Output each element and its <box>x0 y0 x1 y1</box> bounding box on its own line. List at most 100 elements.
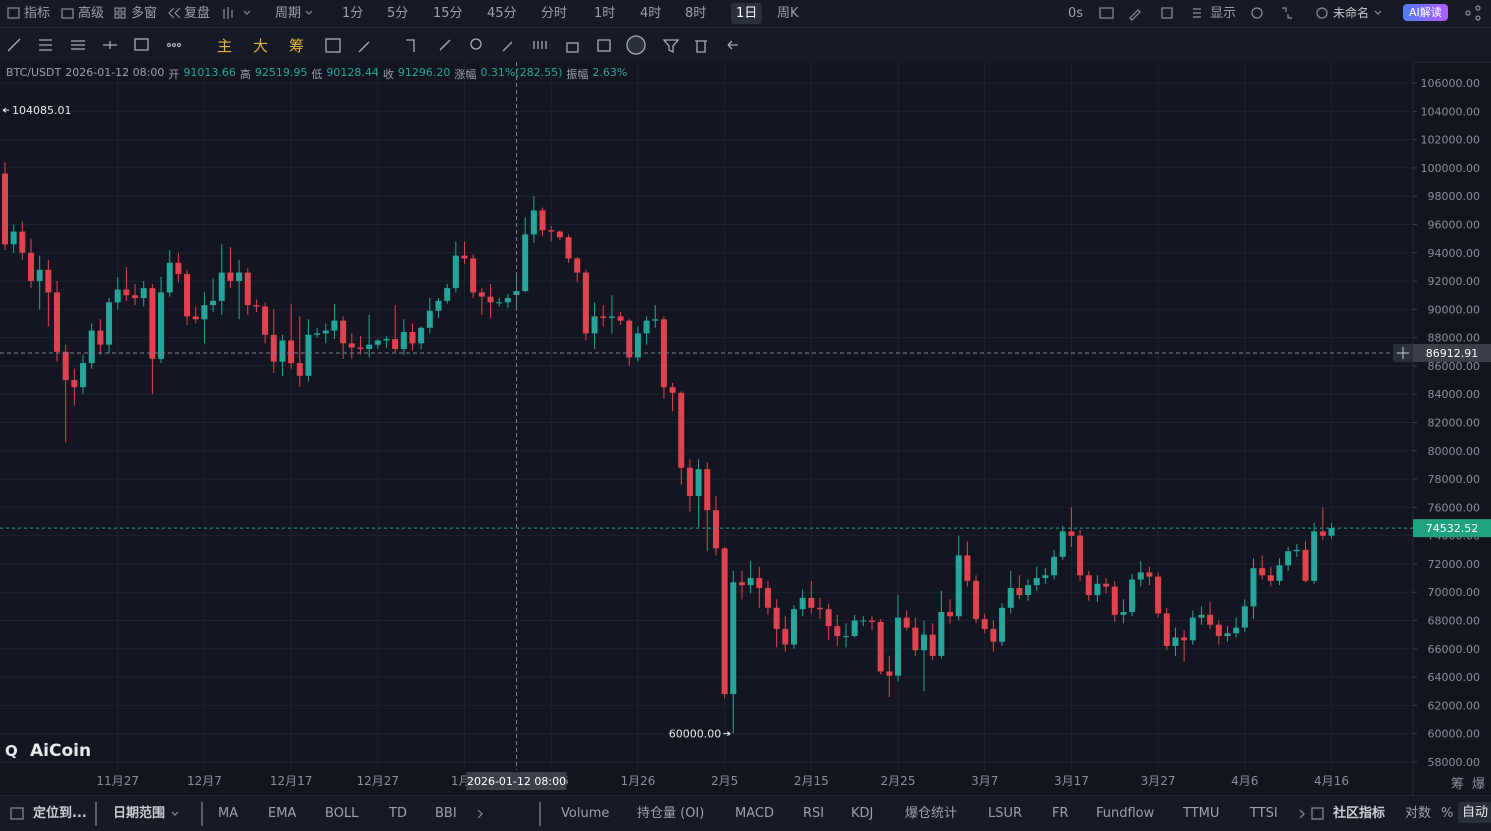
candle-body <box>1111 586 1118 615</box>
annotation: 104085.01 <box>12 104 72 117</box>
indicator-button[interactable]: 爆仓统计 <box>905 806 958 821</box>
menu-item[interactable]: 复盘 <box>184 6 211 21</box>
candle-body <box>634 333 641 358</box>
log-toggle[interactable]: 对数 <box>1405 806 1432 821</box>
period-button[interactable]: 1日 <box>731 3 763 24</box>
bottom-icons <box>10 802 1324 826</box>
indicator-button[interactable]: EMA <box>268 806 297 821</box>
candle-body <box>227 272 234 282</box>
candle-body <box>496 302 503 304</box>
candle-body <box>548 230 555 232</box>
goto-button[interactable]: 定位到... <box>33 806 87 821</box>
candle-body <box>955 555 962 617</box>
tool-button[interactable]: 大 <box>253 37 269 55</box>
refresh-timer[interactable]: 0s <box>1068 6 1084 21</box>
period-button[interactable]: 周K <box>777 6 799 21</box>
candle-body <box>1250 568 1257 607</box>
layout-name[interactable]: 未命名 <box>1333 6 1370 20</box>
candle-body <box>296 363 303 376</box>
candle-body <box>990 628 997 642</box>
candle-body <box>253 305 260 307</box>
candle-body <box>1016 587 1023 596</box>
candle-body <box>409 331 416 344</box>
ai-button[interactable]: AI解读 <box>1403 4 1448 21</box>
info-value: 91296.20 <box>397 66 451 79</box>
tool-button[interactable]: 筹 <box>289 37 305 55</box>
indicator-button[interactable]: MACD <box>735 806 774 821</box>
percent-toggle[interactable]: % <box>1441 806 1454 821</box>
candle-body <box>799 597 806 610</box>
indicator-button[interactable]: TTMU <box>1183 806 1220 821</box>
period-button[interactable]: 5分 <box>387 6 409 21</box>
axis-corner[interactable]: 爆 <box>1472 777 1485 792</box>
candle-body <box>210 300 217 306</box>
indicator-button[interactable]: 持仓量 (OI) <box>637 806 705 821</box>
period-button[interactable]: 45分 <box>487 6 517 21</box>
indicator-button[interactable]: Fundflow <box>1096 806 1155 821</box>
candle-body <box>973 580 980 620</box>
info-label: 收 <box>382 68 394 81</box>
y-tick-label: 68000.00 <box>1428 615 1481 628</box>
candle-body <box>825 609 832 627</box>
community-indicators[interactable]: 社区指标 <box>1333 806 1386 821</box>
period-button[interactable]: 4时 <box>640 6 662 21</box>
candle-body <box>582 272 589 334</box>
candle-body <box>383 339 390 341</box>
candle-body <box>305 334 312 376</box>
period-button[interactable]: 8时 <box>685 6 707 21</box>
y-tick-label: 94000.00 <box>1428 247 1481 260</box>
candle-body <box>114 289 121 303</box>
y-tick-label: 78000.00 <box>1428 473 1481 486</box>
y-tick-label: 80000.00 <box>1428 445 1481 458</box>
candle-body <box>1267 575 1274 581</box>
menu-item[interactable]: 高级 <box>78 6 105 21</box>
display-menu[interactable]: 显示 <box>1210 6 1237 21</box>
candle-body <box>270 334 277 362</box>
period-button[interactable]: 15分 <box>433 6 463 21</box>
indicator-button[interactable]: FR <box>1052 806 1069 821</box>
info-value: 0.31%(282.55) <box>480 66 563 79</box>
candle-body <box>1319 531 1326 536</box>
candle-body <box>236 272 243 282</box>
indicator-button[interactable]: TTSI <box>1250 806 1278 821</box>
top-toolbar: 指标 高级 多窗 复盘 周期 0s 显示 未命名 AI解读 1分 5分 15分 45分… <box>0 0 1491 28</box>
indicator-button[interactable]: BBI <box>435 806 457 821</box>
candle-body <box>678 392 685 468</box>
indicator-button[interactable]: TD <box>389 806 407 821</box>
indicator-button[interactable]: Volume <box>561 806 610 821</box>
period-menu[interactable]: 周期 <box>275 6 302 21</box>
y-tick-label: 70000.00 <box>1428 586 1481 599</box>
period-button[interactable]: 1分 <box>342 6 364 21</box>
info-value: 91013.66 <box>183 66 236 79</box>
menu-item[interactable]: 多窗 <box>131 6 158 21</box>
info-label: 开 <box>168 68 180 81</box>
candle-body <box>1181 637 1188 641</box>
axis-corner[interactable]: 筹 <box>1451 776 1464 792</box>
period-button[interactable]: 1时 <box>594 6 616 21</box>
candle-body <box>929 634 936 656</box>
candle-body <box>574 258 581 273</box>
date-range[interactable]: 日期范围 <box>113 806 166 821</box>
y-tick-label: 98000.00 <box>1428 190 1481 203</box>
period-button[interactable]: 分时 <box>541 6 568 21</box>
candle-body <box>123 289 130 296</box>
indicator-button[interactable]: LSUR <box>988 806 1023 821</box>
auto-toggle[interactable]: 自动 <box>1458 802 1491 823</box>
menu-item[interactable]: 指标 <box>24 6 51 21</box>
indicator-button[interactable]: MA <box>218 806 239 821</box>
indicator-button[interactable]: RSI <box>803 806 825 821</box>
indicator-button[interactable]: BOLL <box>325 806 359 821</box>
candle-body <box>71 380 78 388</box>
candle-body <box>981 619 988 629</box>
candle-body <box>921 634 928 651</box>
info-time: 2026-01-12 08:00 <box>65 66 165 79</box>
candle-body <box>626 320 633 358</box>
candle-body <box>357 347 364 349</box>
tool-button[interactable]: 主 <box>217 37 233 55</box>
y-tick-label: 104000.00 <box>1421 105 1481 118</box>
crosshair-price-box <box>1413 344 1491 363</box>
annotation-arrow <box>723 731 731 737</box>
x-tick-label: 3月17 <box>1054 774 1089 788</box>
indicator-button[interactable]: KDJ <box>851 806 874 821</box>
x-tick-label: 12月7 <box>187 774 222 788</box>
